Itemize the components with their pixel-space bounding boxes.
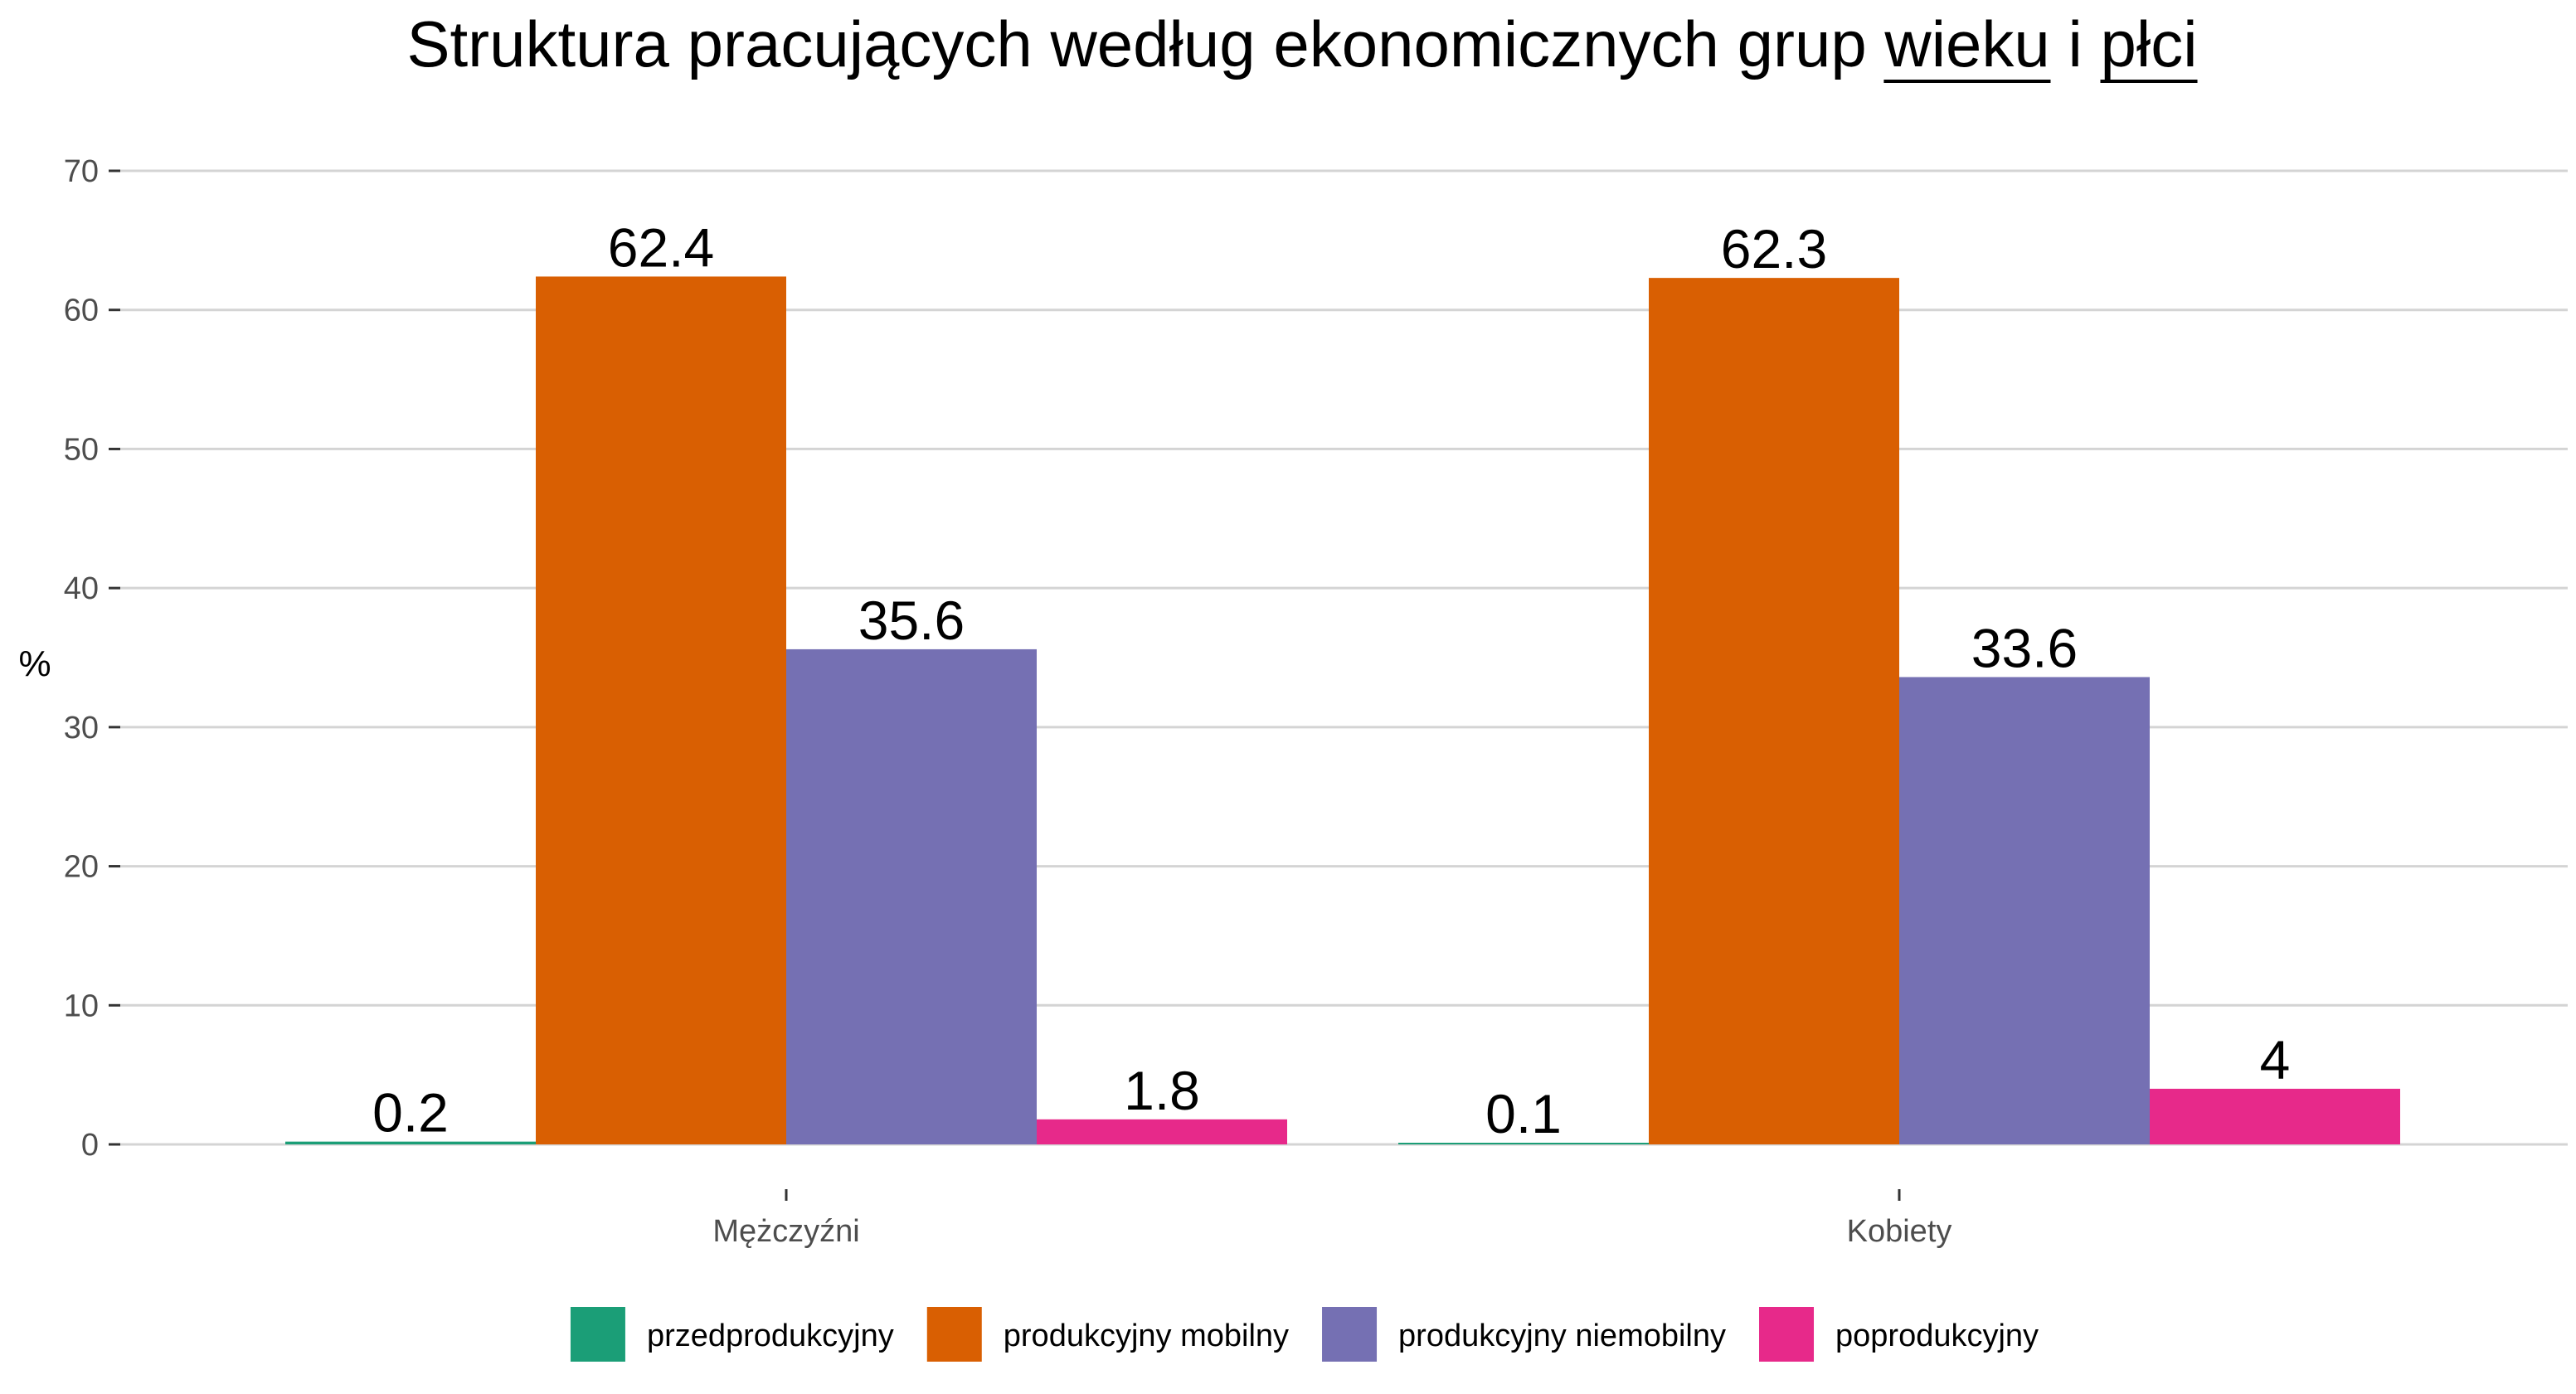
bar xyxy=(1899,677,2150,1144)
bar xyxy=(2150,1088,2400,1144)
title-word: wieku xyxy=(1883,7,2068,80)
data-label: 4 xyxy=(2260,1029,2291,1090)
legend-label: poprodukcyjny xyxy=(1835,1319,2039,1353)
title-word: według xyxy=(1049,7,1273,80)
legend: przedprodukcyjny produkcyjny mobilny produ… xyxy=(570,1307,2039,1362)
title-word: ekonomicznych xyxy=(1273,7,1737,80)
y-tick-label: 10 xyxy=(64,988,99,1023)
data-label: 0.1 xyxy=(1485,1083,1562,1144)
legend-swatch xyxy=(926,1307,982,1362)
data-label: 33.6 xyxy=(1971,617,2078,678)
data-label: 62.3 xyxy=(1721,218,1827,279)
y-tick-label: 40 xyxy=(64,571,99,606)
data-label: 62.4 xyxy=(608,216,714,278)
y-tick-label: 30 xyxy=(64,711,99,746)
bar xyxy=(786,648,1037,1144)
title-word: Struktura xyxy=(406,7,687,80)
chart-title: Struktura pracujących według ekonomiczny… xyxy=(406,7,2197,80)
x-tick-label: Kobiety xyxy=(1847,1214,1952,1249)
title-word: pracujących xyxy=(688,7,1051,80)
bar xyxy=(1649,278,1899,1144)
bars xyxy=(285,276,2400,1144)
gridlines xyxy=(120,169,2568,1146)
legend-label: produkcyjny mobilny xyxy=(1004,1319,1289,1353)
y-tick-label: 20 xyxy=(64,850,99,885)
y-tick-label: 70 xyxy=(64,154,99,189)
data-label: 35.6 xyxy=(858,590,965,651)
legend-swatch xyxy=(570,1307,625,1362)
title-word: i xyxy=(2068,7,2100,80)
title-word: grup xyxy=(1738,7,1885,80)
legend-label: przedprodukcyjny xyxy=(647,1319,894,1353)
data-labels: 0.2 62.4 35.6 1.8 0.1 62.3 33.6 4 xyxy=(372,216,2290,1144)
legend-swatch xyxy=(1322,1307,1378,1362)
bar xyxy=(536,276,786,1144)
data-label: 0.2 xyxy=(372,1082,449,1144)
bar xyxy=(285,1141,536,1144)
title-word: płci xyxy=(2100,7,2197,80)
y-axis-ticks: 0 10 20 30 40 50 60 70 xyxy=(64,154,120,1163)
legend-swatch xyxy=(1759,1307,1815,1362)
x-tick-label: Mężczyźni xyxy=(712,1214,859,1249)
y-axis-label: % xyxy=(18,644,51,684)
y-tick-label: 60 xyxy=(64,294,99,328)
y-tick-label: 50 xyxy=(64,432,99,467)
bar xyxy=(1398,1143,1649,1144)
bar xyxy=(1037,1119,1287,1144)
legend-label: produkcyjny niemobilny xyxy=(1398,1319,1726,1353)
data-label: 1.8 xyxy=(1124,1060,1200,1121)
x-axis-ticks: Mężczyźni Kobiety xyxy=(712,1189,1951,1249)
y-tick-label: 0 xyxy=(81,1128,99,1163)
